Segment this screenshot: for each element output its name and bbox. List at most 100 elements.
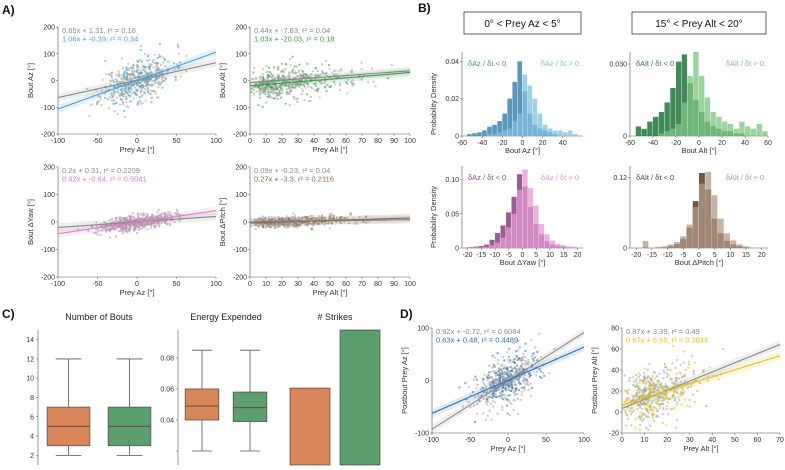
data-point <box>653 399 656 402</box>
data-point <box>269 90 272 93</box>
data-point <box>299 76 302 79</box>
data-point <box>338 76 341 79</box>
data-point <box>625 414 628 417</box>
data-point <box>651 400 654 403</box>
data-point <box>528 372 531 375</box>
data-point <box>469 405 472 408</box>
data-point <box>503 385 506 388</box>
data-point <box>146 228 149 231</box>
data-point <box>261 219 264 222</box>
data-point <box>528 374 531 377</box>
data-point <box>277 218 280 221</box>
data-point <box>116 225 119 228</box>
data-point <box>126 218 129 221</box>
data-point <box>485 395 488 398</box>
data-point <box>683 390 686 393</box>
data-point <box>266 74 269 77</box>
data-point <box>480 396 483 399</box>
data-point <box>492 366 495 369</box>
bar-left <box>489 239 495 248</box>
data-point <box>467 401 470 404</box>
data-point <box>485 398 488 401</box>
data-point <box>491 387 494 390</box>
data-point <box>664 383 667 386</box>
data-point <box>475 378 478 381</box>
data-point <box>258 86 261 89</box>
data-point <box>125 92 128 95</box>
data-point <box>516 359 519 362</box>
data-point <box>134 228 137 231</box>
data-point <box>176 212 179 215</box>
fit-equation: 0.63x + 0.48, r² = 0.4489 <box>436 336 518 345</box>
data-point <box>255 219 258 222</box>
data-point <box>693 400 696 403</box>
data-point <box>265 101 268 104</box>
data-point <box>646 398 649 401</box>
data-point <box>273 66 276 69</box>
data-point <box>635 398 638 401</box>
data-point <box>168 222 171 225</box>
data-point <box>715 375 718 378</box>
data-point <box>495 373 498 376</box>
data-point <box>96 227 99 230</box>
data-point <box>664 396 667 399</box>
data-point <box>120 91 123 94</box>
data-point <box>499 380 502 383</box>
data-point <box>681 386 684 389</box>
data-point <box>143 218 146 221</box>
box <box>184 349 220 452</box>
data-point <box>644 389 647 392</box>
data-point <box>647 428 650 431</box>
data-point <box>509 359 512 362</box>
data-point <box>138 222 141 225</box>
data-point <box>157 83 160 86</box>
data-point <box>139 221 142 224</box>
data-point <box>487 374 490 377</box>
data-point <box>122 87 125 90</box>
data-point <box>144 99 147 102</box>
data-point <box>179 61 182 64</box>
y-tick-label: 200 <box>43 165 55 172</box>
bar-left <box>681 54 688 136</box>
data-point <box>165 218 168 221</box>
data-point <box>690 354 693 357</box>
data-point <box>494 375 497 378</box>
data-point <box>520 367 523 370</box>
data-point <box>678 393 681 396</box>
data-point <box>533 356 536 359</box>
data-point <box>661 397 664 400</box>
data-point <box>161 86 164 89</box>
data-point <box>323 73 326 76</box>
data-point <box>288 104 291 107</box>
data-point <box>257 222 260 225</box>
data-point <box>488 376 491 379</box>
data-point <box>644 386 647 389</box>
y-tick-label: 0 <box>455 134 459 141</box>
data-point <box>316 222 319 225</box>
y-tick-label: 0.06 <box>160 386 174 393</box>
data-point <box>115 81 118 84</box>
data-point <box>262 90 265 93</box>
data-point <box>152 89 155 92</box>
data-point <box>161 220 164 223</box>
data-point <box>643 392 646 395</box>
data-point <box>124 225 127 228</box>
data-point <box>672 393 675 396</box>
bar-right <box>686 224 693 248</box>
data-point <box>261 79 264 82</box>
data-point <box>272 97 275 100</box>
data-point <box>251 78 254 81</box>
data-point <box>497 362 500 365</box>
data-point <box>113 110 116 113</box>
data-point <box>112 226 115 229</box>
x-tick-label: 40 <box>310 281 318 288</box>
legend-left: δAlt / δt < 0 <box>636 59 674 68</box>
data-point <box>688 399 691 402</box>
data-point <box>291 55 294 58</box>
data-point <box>263 87 266 90</box>
data-point <box>112 99 115 102</box>
data-point <box>266 87 269 90</box>
data-point <box>479 388 482 391</box>
data-point <box>681 375 684 378</box>
data-point <box>644 381 647 384</box>
